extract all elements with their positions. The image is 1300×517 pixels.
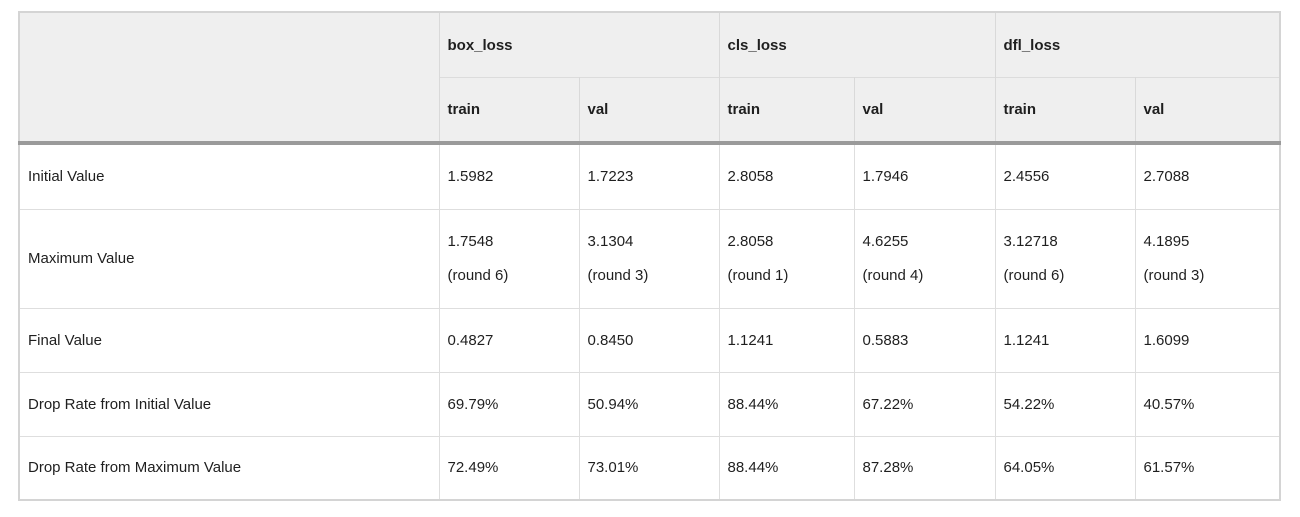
- table-cell: 88.44%: [719, 436, 855, 500]
- table-cell: 1.1241: [995, 308, 1136, 373]
- table-cell: 0.5883: [854, 308, 996, 373]
- table-cell: 50.94%: [579, 372, 720, 437]
- cell-round-note: (round 6): [1003, 267, 1065, 284]
- table-header: box_loss cls_loss dfl_loss train val tra…: [19, 12, 1280, 145]
- subheader-row: train val train val train val: [19, 77, 1280, 145]
- cell-value: 2.8058: [727, 233, 774, 250]
- table-cell: 88.44%: [719, 372, 855, 437]
- table-cell: 54.22%: [995, 372, 1136, 437]
- group-header-dfl-loss: dfl_loss: [995, 12, 1280, 78]
- table-cell: 2.8058: [719, 143, 855, 210]
- cell-value: 3.1304: [587, 233, 634, 250]
- cell-round-note: (round 3): [587, 267, 649, 284]
- cell-value: 3.12718: [1003, 233, 1058, 250]
- table-cell: 1.1241: [719, 308, 855, 373]
- row-label: Maximum Value: [19, 209, 440, 309]
- cell-round-note: (round 3): [1143, 267, 1205, 284]
- cell-round-note: (round 1): [727, 267, 789, 284]
- subheader-box-val: val: [579, 77, 720, 145]
- group-header-row: box_loss cls_loss dfl_loss: [19, 12, 1280, 145]
- cell-value: 1.7548: [447, 233, 494, 250]
- table-row-drop-rate-initial: Drop Rate from Initial Value 69.79% 50.9…: [19, 372, 1280, 437]
- subheader-dfl-train: train: [995, 77, 1136, 145]
- subheader-cls-train: train: [719, 77, 855, 145]
- row-label: Final Value: [19, 308, 440, 373]
- table-cell: 87.28%: [854, 436, 996, 500]
- table-cell: 1.7548 (round 6): [439, 209, 580, 309]
- table-cell: 73.01%: [579, 436, 720, 500]
- group-header-cls-loss: cls_loss: [719, 12, 996, 78]
- table-cell: 40.57%: [1135, 372, 1280, 437]
- subheader-cls-val: val: [854, 77, 996, 145]
- row-label: Initial Value: [19, 143, 440, 210]
- group-header-box-loss: box_loss: [439, 12, 720, 78]
- corner-header-cell: [19, 12, 440, 145]
- table-row-final-value: Final Value 0.4827 0.8450 1.1241 0.5883 …: [19, 308, 1280, 373]
- table-row-drop-rate-maximum: Drop Rate from Maximum Value 72.49% 73.0…: [19, 436, 1280, 500]
- table-cell: 72.49%: [439, 436, 580, 500]
- table-cell: 1.7946: [854, 143, 996, 210]
- row-label: Drop Rate from Initial Value: [19, 372, 440, 437]
- subheader-dfl-val: val: [1135, 77, 1280, 145]
- table-cell: 0.8450: [579, 308, 720, 373]
- table-body: Initial Value 1.5982 1.7223 2.8058 1.794…: [19, 143, 1280, 500]
- table-cell: 2.7088: [1135, 143, 1280, 210]
- table-cell: 0.4827: [439, 308, 580, 373]
- table-cell: 67.22%: [854, 372, 996, 437]
- table-cell: 4.1895 (round 3): [1135, 209, 1280, 309]
- table-row-initial-value: Initial Value 1.5982 1.7223 2.8058 1.794…: [19, 143, 1280, 210]
- row-label: Drop Rate from Maximum Value: [19, 436, 440, 500]
- table-cell: 64.05%: [995, 436, 1136, 500]
- cell-value: 4.1895: [1143, 233, 1190, 250]
- table-cell: 61.57%: [1143, 459, 1195, 476]
- subheader-box-train: train: [439, 77, 580, 145]
- loss-comparison-table: box_loss cls_loss dfl_loss train val tra…: [18, 11, 1281, 501]
- cell-round-note: (round 4): [862, 267, 924, 284]
- table-cell: 4.6255 (round 4): [854, 209, 996, 309]
- table-cell: 1.5982: [439, 143, 580, 210]
- table-cell: 1.6099: [1135, 308, 1280, 373]
- table-cell: 3.12718 (round 6): [995, 209, 1136, 309]
- table-cell: 69.79%: [439, 372, 580, 437]
- table-cell: 2.8058 (round 1): [719, 209, 855, 309]
- cell-round-note: (round 6): [447, 267, 509, 284]
- table-cell: 1.7223: [579, 143, 720, 210]
- table-cell: 2.4556: [995, 143, 1136, 210]
- table-row-maximum-value: Maximum Value 1.7548 (round 6) 3.1304 (r…: [19, 209, 1280, 309]
- cell-value: 4.6255: [862, 233, 909, 250]
- table-cell: 3.1304 (round 3): [579, 209, 720, 309]
